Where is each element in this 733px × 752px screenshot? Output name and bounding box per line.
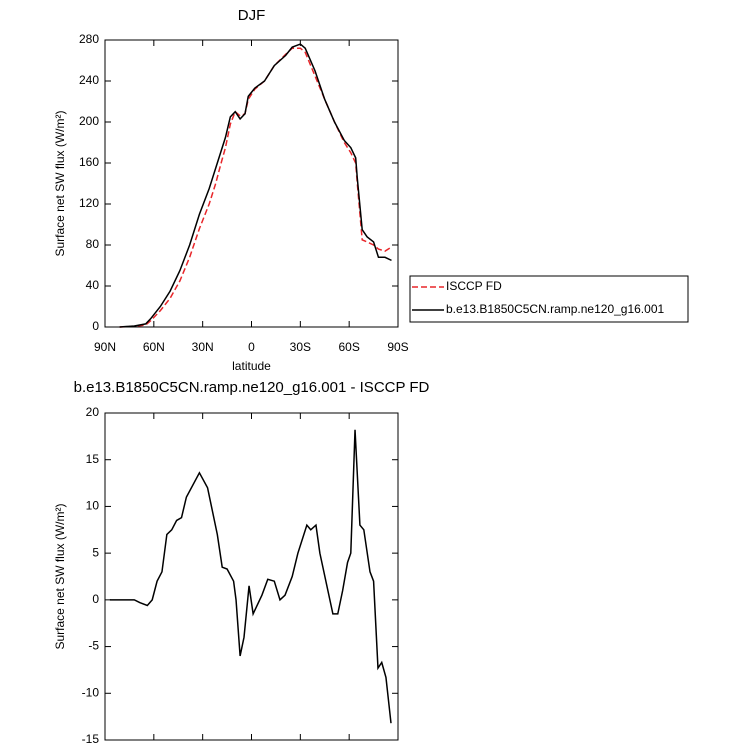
y-axis-label: Surface net SW flux (W/m²) (53, 110, 67, 256)
y-tick-label: 80 (86, 237, 100, 251)
y-tick-label: -10 (82, 685, 100, 699)
y-tick-label: 280 (79, 32, 99, 46)
series-line (119, 43, 392, 328)
legend-label: b.e13.B1850C5CN.ramp.ne120_g16.001 (446, 302, 664, 316)
y-tick-label: 160 (79, 155, 99, 169)
chart-title: DJF (238, 7, 266, 24)
x-tick-label: 90S (387, 340, 408, 354)
series-line (109, 429, 392, 724)
plot-frame (104, 39, 399, 328)
plot-frame (104, 412, 399, 741)
y-tick-label: 0 (92, 592, 99, 606)
y-axis-label: Surface net SW flux (W/m²) (53, 503, 67, 649)
y-tick-label: 40 (86, 278, 100, 292)
y-tick-label: -5 (88, 639, 99, 653)
legend-box (409, 275, 689, 323)
chart-title: b.e13.B1850C5CN.ramp.ne120_g16.001 - ISC… (74, 379, 430, 396)
x-tick-label: 60N (143, 340, 165, 354)
x-tick-label: 90N (94, 340, 116, 354)
y-tick-label: 120 (79, 196, 99, 210)
y-tick-label: 240 (79, 73, 99, 87)
y-tick-label: 20 (86, 405, 100, 419)
x-axis-label: latitude (232, 359, 271, 373)
x-tick-label: 60S (338, 340, 359, 354)
y-tick-label: 10 (86, 499, 100, 513)
x-tick-label: 0 (248, 340, 255, 354)
y-tick-label: 5 (92, 545, 99, 559)
x-tick-label: 30N (192, 340, 214, 354)
y-tick-label: -15 (82, 732, 100, 746)
y-tick-label: 0 (92, 319, 99, 333)
x-tick-label: 30S (290, 340, 311, 354)
series-line (119, 47, 392, 328)
legend-label: ISCCP FD (446, 279, 502, 293)
y-tick-label: 15 (86, 452, 100, 466)
y-tick-label: 200 (79, 114, 99, 128)
